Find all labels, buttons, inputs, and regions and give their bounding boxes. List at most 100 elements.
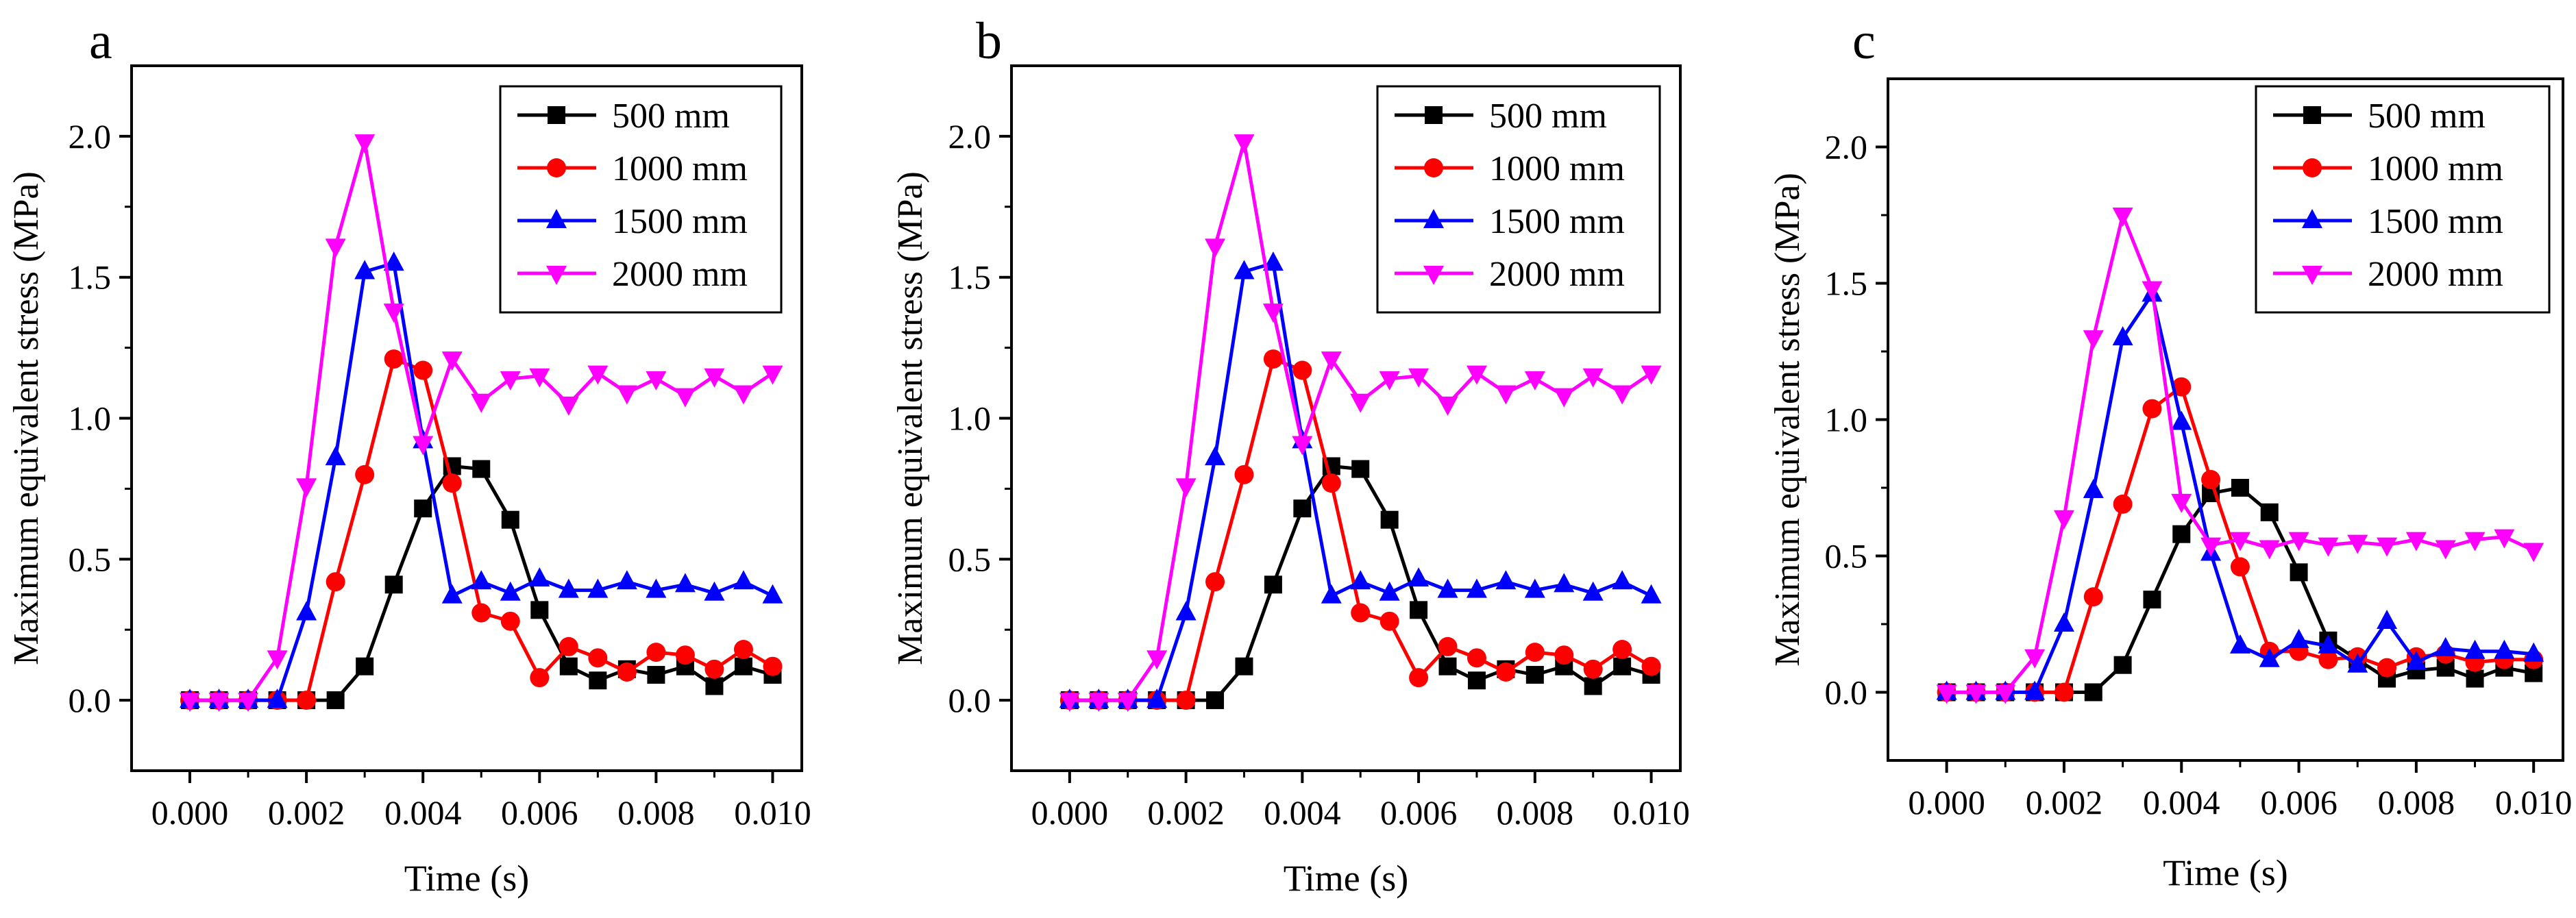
legend-label: 2000 mm bbox=[612, 255, 748, 294]
data-point bbox=[2083, 330, 2104, 350]
y-tick-label: 1.5 bbox=[69, 258, 112, 297]
legend: 500 mm 1000 mm 1500 mm 2000 mm bbox=[499, 85, 783, 314]
legend-label: 2000 mm bbox=[2368, 255, 2503, 294]
data-point bbox=[734, 657, 752, 675]
data-point bbox=[2054, 682, 2074, 702]
panel-label: a bbox=[89, 12, 112, 70]
data-point bbox=[441, 584, 463, 604]
data-point bbox=[2290, 563, 2308, 582]
data-point bbox=[2113, 656, 2132, 674]
data-point bbox=[1466, 578, 1487, 598]
data-point bbox=[500, 581, 521, 601]
data-point bbox=[2229, 532, 2250, 551]
data-point bbox=[2347, 534, 2368, 554]
x-tick-label: 0.000 bbox=[151, 793, 229, 832]
data-point bbox=[617, 662, 637, 682]
data-point bbox=[501, 510, 519, 529]
data-point bbox=[530, 601, 549, 619]
legend-label: 1500 mm bbox=[1489, 202, 1625, 241]
x-axis-label: Time (s) bbox=[404, 858, 530, 899]
y-tick-label: 0.5 bbox=[1825, 537, 1868, 575]
data-point bbox=[1321, 584, 1342, 604]
chart-panel-c: c 0.000 0.002 0.004 0.006 0.008 0.010 0.0 0.5 1.0… bbox=[1768, 12, 2572, 893]
data-point bbox=[646, 371, 667, 390]
data-point bbox=[356, 657, 374, 675]
data-point bbox=[1175, 478, 1197, 498]
data-point bbox=[588, 648, 608, 668]
data-point bbox=[1293, 499, 1312, 518]
legend-marker bbox=[2302, 266, 2322, 285]
legend-label: 1000 mm bbox=[612, 149, 748, 188]
data-point bbox=[1495, 385, 1517, 405]
data-point bbox=[1408, 368, 1430, 388]
data-point bbox=[674, 573, 696, 593]
data-point bbox=[413, 360, 433, 380]
x-tick-label: 0.006 bbox=[1380, 793, 1458, 832]
y-tick-label: 2.0 bbox=[69, 117, 112, 156]
legend-label: 500 mm bbox=[612, 97, 730, 136]
legend-label: 1500 mm bbox=[612, 202, 748, 241]
x-tick-label: 0.008 bbox=[1497, 793, 1574, 832]
data-point bbox=[180, 693, 201, 712]
y-tick-label: 2.0 bbox=[948, 117, 992, 156]
data-point bbox=[2200, 537, 2222, 557]
y-axis-label: Maximum equivalent stress (MPa) bbox=[891, 171, 930, 665]
data-point bbox=[1995, 684, 2016, 704]
panel-label: b bbox=[976, 12, 1002, 70]
data-point bbox=[646, 643, 666, 662]
data-point bbox=[471, 393, 492, 413]
data-point bbox=[2053, 612, 2074, 632]
data-point bbox=[587, 365, 609, 385]
data-point bbox=[2171, 493, 2192, 513]
panel-label: c bbox=[1852, 12, 1876, 70]
data-point bbox=[1235, 657, 1253, 675]
data-point bbox=[1641, 365, 1662, 385]
data-point bbox=[296, 478, 317, 498]
x-tick-label: 0.010 bbox=[734, 793, 811, 832]
data-point bbox=[2435, 636, 2456, 656]
data-point bbox=[414, 499, 432, 518]
data-point bbox=[733, 385, 754, 405]
data-point bbox=[2024, 649, 2046, 669]
series-3 bbox=[180, 134, 783, 712]
data-point bbox=[1088, 693, 1109, 712]
data-point bbox=[2288, 532, 2309, 551]
data-point bbox=[2142, 399, 2162, 419]
data-point bbox=[2053, 510, 2074, 530]
data-point bbox=[2259, 647, 2280, 667]
y-axis-label: Maximum equivalent stress (MPa) bbox=[7, 171, 46, 665]
data-point bbox=[559, 657, 578, 675]
data-point bbox=[1321, 473, 1341, 493]
data-point bbox=[1410, 601, 1428, 619]
data-point bbox=[238, 693, 259, 712]
data-point bbox=[1582, 368, 1604, 388]
data-point bbox=[2024, 680, 2046, 700]
y-tick-label: 1.5 bbox=[1825, 264, 1868, 303]
series-line bbox=[190, 261, 774, 702]
data-point bbox=[2260, 503, 2279, 521]
data-point bbox=[1524, 578, 1545, 598]
x-axis-label: Time (s) bbox=[2163, 852, 2288, 893]
data-point bbox=[529, 567, 550, 587]
y-tick-label: 0.5 bbox=[69, 540, 112, 578]
data-point bbox=[705, 677, 724, 695]
data-point bbox=[2259, 540, 2280, 560]
x-tick-label: 0.010 bbox=[2495, 783, 2573, 821]
chart-panel-a: a 0.000 0.002 0.004 0.006 0.008 0.010 0.0 0.5 1.0… bbox=[7, 12, 811, 899]
data-point bbox=[2288, 628, 2309, 648]
series-3 bbox=[1059, 134, 1662, 712]
data-point bbox=[1292, 360, 1312, 380]
data-point bbox=[441, 351, 463, 371]
y-tick-label: 2.0 bbox=[1825, 128, 1868, 166]
data-point bbox=[1467, 671, 1486, 690]
data-point bbox=[1146, 650, 1168, 670]
data-point bbox=[2231, 479, 2249, 497]
data-point bbox=[325, 238, 346, 258]
data-point bbox=[616, 385, 637, 405]
data-point bbox=[1059, 693, 1080, 712]
legend-marker bbox=[2303, 106, 2321, 124]
data-point bbox=[1524, 371, 1545, 390]
y-tick-label: 0.0 bbox=[1825, 673, 1868, 712]
data-point bbox=[1554, 388, 1575, 408]
